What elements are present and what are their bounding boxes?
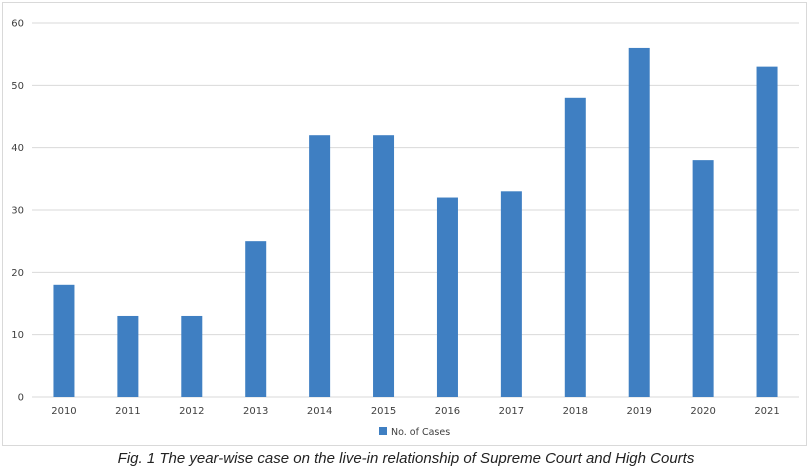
bar-2020 [692,160,714,397]
bar-2010 [53,284,75,397]
x-tick-label: 2021 [754,406,779,417]
y-tick-label: 40 [11,143,24,154]
legend-label: No. of Cases [391,427,450,438]
x-tick-label: 2016 [435,406,460,417]
bar-2012 [181,315,203,397]
bar-2011 [117,315,139,397]
x-tick-label: 2012 [179,406,204,417]
y-tick-label: 30 [11,206,24,217]
y-tick-label: 50 [11,81,24,92]
x-tick-label: 2011 [115,406,140,417]
x-tick-label: 2020 [690,406,715,417]
bar-2014 [309,135,331,397]
bar-2018 [564,97,586,398]
legend: No. of Cases [379,427,450,438]
y-tick-label: 0 [18,393,24,404]
bar-2013 [245,241,267,397]
y-tick-label: 10 [11,330,24,341]
bar-2017 [500,191,522,397]
bar-chart: 0 10 20 30 40 50 60 2010 2011 2012 2013 2014 2015 201… [11,19,799,438]
bar-2015 [373,135,395,397]
x-tick-label: 2015 [371,406,396,417]
figure-caption: Fig. 1 The year-wise case on the live-in… [117,450,695,467]
legend-swatch [379,427,387,435]
x-tick-label: 2017 [499,406,524,417]
y-tick-label: 20 [11,268,24,279]
chart-container: 0 10 20 30 40 50 60 2010 2011 2012 2013 2014 2015 201… [2,2,807,446]
x-tick-label: 2018 [563,406,588,417]
y-tick-label: 60 [11,19,24,30]
x-tick-label: 2019 [626,406,651,417]
bar-2016 [436,197,458,397]
bar-2021 [756,66,778,397]
x-tick-label: 2014 [307,406,332,417]
x-tick-label: 2013 [243,406,268,417]
bar-2019 [628,47,650,397]
x-tick-label: 2010 [51,406,76,417]
